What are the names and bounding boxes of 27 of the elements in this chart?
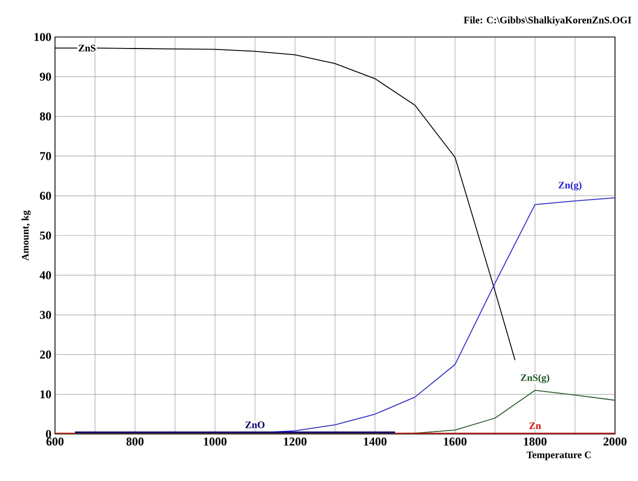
y-tick-label: 0 [46,430,52,438]
series-label: ZnS(g) [520,374,550,384]
y-tick-label: 20 [40,350,52,359]
x-tick-label: 1400 [364,438,386,446]
y-tick-label: 60 [40,192,52,200]
x-tick-label: 1600 [444,438,466,446]
x-axis-title: Temperature C [526,452,591,460]
x-tick-label: 600 [46,438,64,446]
text: File: C:\Gibbs\ShalkiyaKorenZnS.OGI [464,16,632,26]
x-tick-label: 2000 [604,438,626,446]
y-tick-label: 100 [34,32,52,42]
x-tick-label: 800 [126,438,144,446]
series-label: Zn(g) [558,181,582,191]
x-tick-label: 1000 [204,438,226,446]
x-tick-label: 1200 [284,438,306,446]
series-label: ZnS [78,44,96,52]
y-tick-label: 30 [40,310,52,319]
y-tick-label: 80 [40,112,52,120]
y-tick-label: 40 [40,271,52,280]
series-label: Zn [529,422,541,430]
y-tick-label: 90 [40,72,52,81]
y-tick-label: 10 [40,390,52,398]
y-axis-title: Amount, kg [22,210,31,261]
y-tick-label: 70 [40,152,52,160]
y-tick-label: 50 [40,231,52,240]
x-tick-label: 1800 [524,438,546,446]
series-label: ZnO [246,422,264,428]
